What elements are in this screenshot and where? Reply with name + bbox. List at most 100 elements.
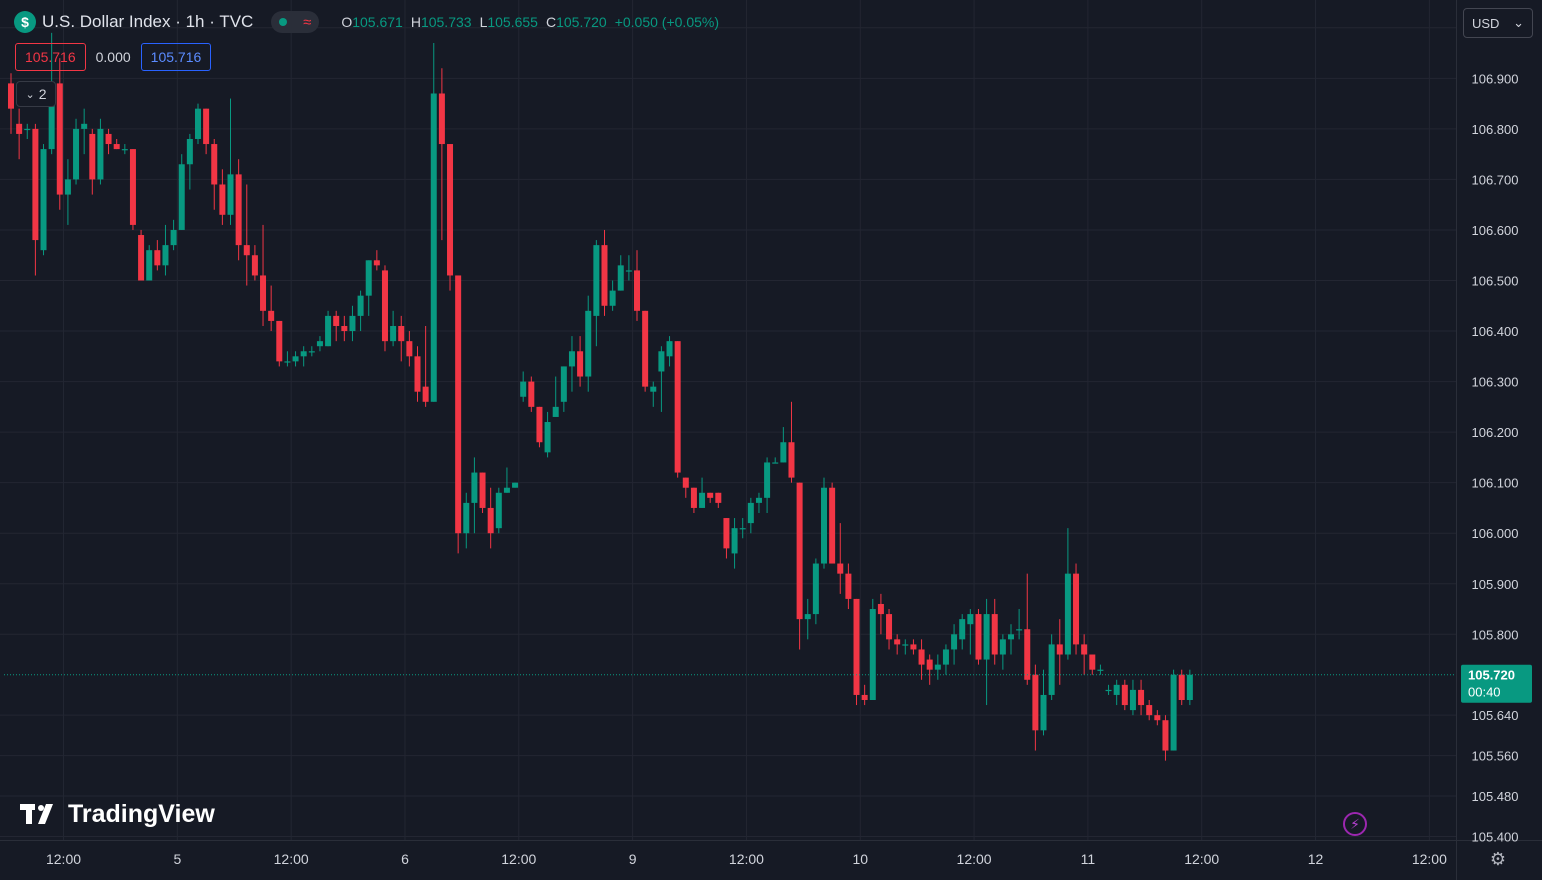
candle-body (601, 245, 608, 306)
candle (1097, 664, 1104, 675)
candle (479, 472, 486, 513)
candle-body (1178, 674, 1185, 700)
candle (105, 128, 112, 155)
candle-body (1073, 573, 1080, 645)
indicators-toggle-button[interactable]: ⌄ 2 (16, 81, 56, 107)
x-tick-label: 11 (1081, 851, 1096, 867)
dollar-icon[interactable]: $ (14, 11, 36, 33)
candle (951, 624, 958, 665)
candle-body (1032, 674, 1039, 731)
candle-body (1121, 684, 1128, 706)
candle (487, 487, 494, 549)
gear-icon[interactable]: ⚙ (1489, 848, 1507, 869)
y-tick-label: 105.560 (1472, 749, 1519, 764)
candle (503, 467, 510, 493)
y-tick-label: 106.000 (1472, 526, 1519, 541)
candle (682, 477, 689, 498)
candle (1024, 573, 1031, 685)
candle (211, 138, 218, 210)
y-tick-label: 105.800 (1472, 627, 1519, 642)
candle (625, 255, 632, 281)
candle (365, 260, 372, 316)
candle-body (747, 502, 754, 524)
candle-body (1146, 705, 1153, 716)
candle-body (219, 184, 226, 215)
candle (983, 598, 990, 706)
candle-body (381, 270, 388, 342)
candle-body (316, 341, 323, 347)
candle (455, 275, 462, 554)
candle-body (1105, 689, 1112, 692)
candle-body (991, 614, 998, 655)
candle-body (959, 619, 966, 640)
y-tick-label: 105.400 (1472, 829, 1519, 844)
candle-body (479, 472, 486, 508)
candle-body (97, 128, 104, 180)
currency-selector[interactable]: USD ⌄ (1463, 8, 1533, 38)
candle (276, 320, 283, 367)
candle-body (577, 351, 584, 377)
tradingview-logo[interactable]: TradingView (20, 800, 215, 829)
open-label: O (341, 14, 353, 30)
candle (40, 144, 47, 256)
candle (520, 371, 527, 402)
candle-body (1162, 720, 1169, 751)
candle (422, 325, 429, 407)
y-axis-ticks: 107.000106.900106.800106.700106.600106.5… (1472, 21, 1519, 845)
candle-body (24, 128, 31, 131)
candle (1154, 710, 1161, 726)
candle (934, 654, 941, 680)
candle-body (1081, 644, 1088, 655)
candle (568, 336, 575, 392)
x-tick-label: 9 (629, 851, 637, 867)
candle-body (455, 275, 462, 534)
candle-body (121, 149, 128, 151)
candle (251, 245, 258, 281)
candle-body (365, 260, 372, 296)
candle (170, 219, 177, 251)
candle-body (8, 83, 14, 109)
candle-body (1097, 669, 1104, 671)
high-label: H (410, 14, 421, 30)
candle-body (918, 649, 925, 665)
candle (1170, 669, 1177, 751)
candle (975, 609, 982, 665)
candle (747, 497, 754, 534)
candle-body (585, 310, 592, 377)
x-tick-label: 5 (173, 851, 181, 867)
candle (544, 411, 551, 458)
candle-body (292, 356, 299, 362)
candle-body (869, 609, 876, 700)
candle (707, 492, 714, 503)
candle (32, 123, 39, 276)
candle-body (260, 275, 267, 311)
candle (723, 518, 730, 559)
candle-body (715, 492, 722, 503)
candle-body (926, 659, 933, 670)
x-tick-label: 12:00 (729, 851, 764, 867)
x-tick-label: 12:00 (501, 851, 536, 867)
candle (268, 285, 275, 332)
candle-body (105, 133, 112, 145)
candle (991, 598, 998, 665)
candle (8, 73, 14, 134)
candle-body (146, 250, 153, 281)
candle-body (942, 649, 949, 665)
symbol-title[interactable]: U.S. Dollar Index · 1h · TVC (42, 12, 254, 31)
candle-body (56, 83, 63, 195)
candle-body (308, 351, 315, 353)
buy-price-button[interactable]: 105.716 (140, 43, 212, 71)
candle (1073, 563, 1080, 655)
candle-body (1048, 644, 1055, 695)
candle (942, 644, 949, 675)
candle-body (780, 442, 787, 463)
candle-body (390, 325, 397, 342)
candle (918, 639, 925, 680)
candle (381, 265, 388, 352)
candle (292, 351, 299, 367)
sell-price-button[interactable]: 105.716 (15, 43, 86, 71)
lightning-icon[interactable]: ⚡ (1343, 812, 1367, 836)
candle (634, 250, 641, 321)
market-status-pill[interactable]: ≈ (271, 11, 320, 33)
